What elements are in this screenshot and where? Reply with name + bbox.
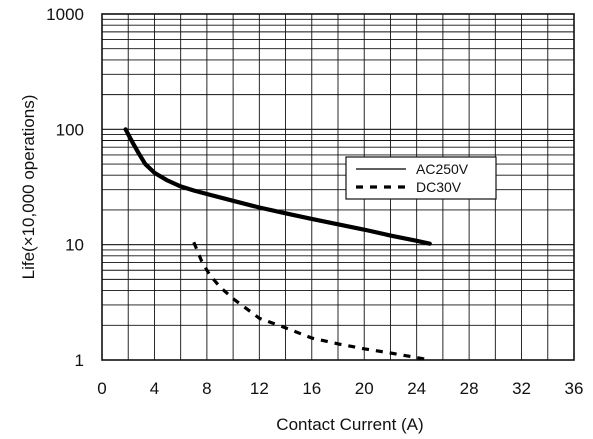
- legend: AC250V DC30V: [345, 156, 497, 200]
- series-line-dc30v: [192, 241, 431, 362]
- plot-frame: [101, 13, 575, 361]
- y-tick-label: 1: [75, 351, 84, 370]
- y-tick-label: 100: [56, 120, 84, 139]
- x-tick-label: 24: [407, 379, 426, 398]
- x-tick-label: 12: [250, 379, 269, 398]
- grid: [102, 14, 574, 360]
- tick-labels: 0 4 8 12 16 20 24 28 32 36 1 10 100 1000: [46, 5, 583, 398]
- x-tick-label: 0: [97, 379, 106, 398]
- y-axis-title: Life(×10,000 operations): [19, 95, 38, 280]
- x-axis-title: Contact Current (A): [276, 415, 423, 434]
- legend-label-ac250v: AC250V: [416, 161, 469, 177]
- legend-box: [345, 156, 497, 200]
- x-tick-label: 20: [355, 379, 374, 398]
- y-tick-label: 10: [65, 236, 84, 255]
- x-tick-label: 32: [512, 379, 531, 398]
- x-tick-label: 28: [460, 379, 479, 398]
- series-line-ac250v: [123, 127, 432, 246]
- x-tick-label: 8: [202, 379, 211, 398]
- series-group: [123, 127, 432, 362]
- legend-label-dc30v: DC30V: [416, 179, 462, 195]
- y-tick-label: 1000: [46, 5, 84, 24]
- x-tick-label: 16: [302, 379, 321, 398]
- x-tick-label: 36: [565, 379, 584, 398]
- x-tick-label: 4: [150, 379, 159, 398]
